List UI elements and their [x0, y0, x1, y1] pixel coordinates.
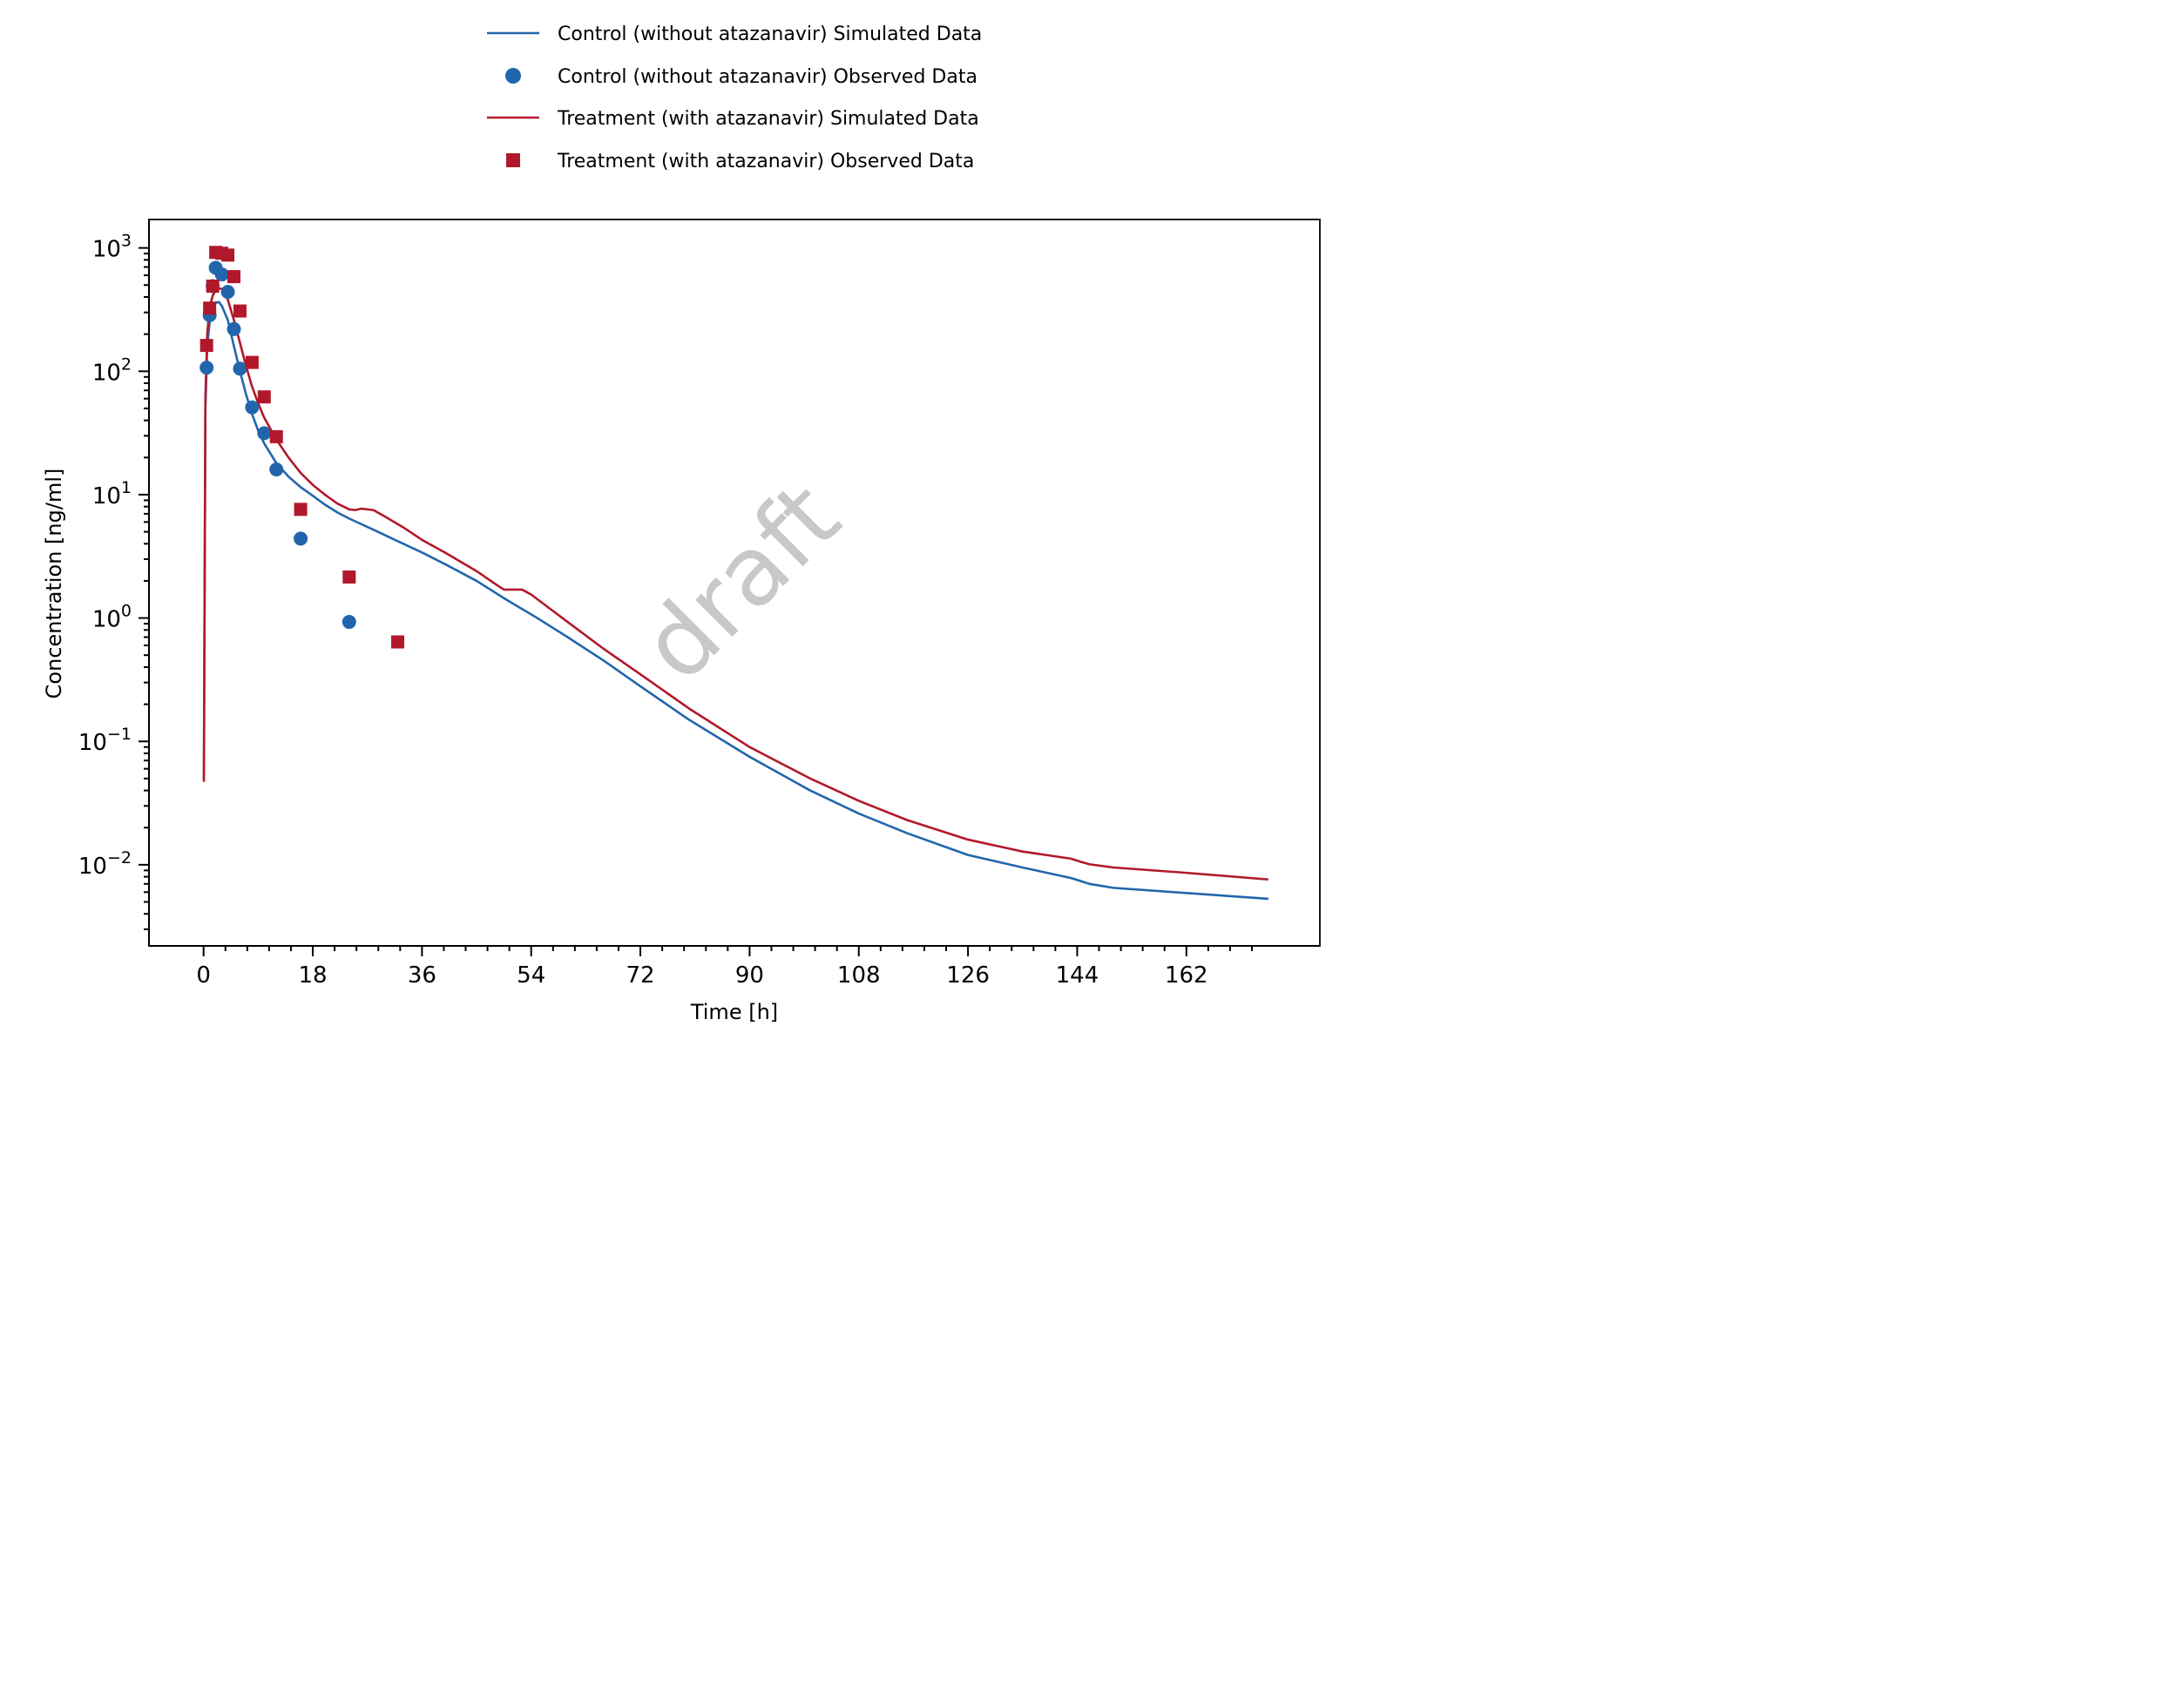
- y-tick-exponent: −2: [107, 848, 132, 868]
- y-tick-exponent: 0: [121, 602, 132, 621]
- data-point-circle: [200, 361, 214, 375]
- series-line-0: [202, 300, 1268, 901]
- series-line-2: [202, 287, 1268, 881]
- legend: Control (without atazanavir) Simulated D…: [487, 24, 982, 172]
- x-tick-label: 72: [626, 962, 655, 989]
- data-point-square: [200, 339, 213, 353]
- watermark-text: draft: [620, 462, 861, 702]
- y-axis-title: Concentration [ng/ml]: [42, 469, 66, 699]
- y-tick-label: 100: [92, 602, 132, 633]
- data-point-circle: [245, 400, 260, 415]
- y-tick-exponent: 2: [121, 354, 132, 374]
- y-tick-label: 101: [92, 478, 132, 510]
- pk-chart: Control (without atazanavir) Simulated D…: [42, 24, 1321, 1024]
- legend-circle-swatch: [505, 68, 521, 84]
- data-point-square: [269, 429, 283, 443]
- x-axis-title: Time [h]: [690, 1000, 778, 1024]
- legend-square-swatch: [506, 153, 520, 167]
- x-tick-label: 108: [837, 962, 881, 989]
- y-tick-label: 10−2: [78, 848, 132, 880]
- x-tick-label: 54: [517, 962, 545, 989]
- y-tick-exponent: −1: [107, 725, 132, 744]
- y-tick-label: 103: [92, 232, 132, 263]
- data-point-square: [233, 304, 247, 318]
- legend-label: Control (without atazanavir) Simulated D…: [558, 24, 982, 45]
- data-point-square: [245, 355, 259, 369]
- data-point-square: [206, 280, 220, 294]
- legend-label: Treatment (with atazanavir) Simulated Da…: [557, 108, 979, 130]
- data-point-circle: [342, 615, 356, 630]
- data-point-square: [294, 503, 308, 516]
- legend-label: Treatment (with atazanavir) Observed Dat…: [557, 151, 974, 172]
- data-point-square: [342, 570, 356, 584]
- y-tick-base: 10: [92, 237, 121, 263]
- series-layer: [200, 246, 1268, 901]
- y-tick-base: 10: [92, 607, 121, 633]
- x-tick-label: 144: [1056, 962, 1099, 989]
- data-point-square: [221, 248, 235, 262]
- data-point-square: [227, 270, 240, 284]
- y-tick-base: 10: [78, 854, 107, 880]
- legend-label: Control (without atazanavir) Observed Da…: [558, 66, 977, 88]
- data-point-circle: [257, 426, 272, 441]
- data-point-circle: [269, 462, 284, 477]
- data-point-circle: [227, 321, 241, 336]
- y-tick-base: 10: [92, 360, 121, 386]
- x-tick-label: 18: [298, 962, 327, 989]
- y-tick-label: 102: [92, 354, 132, 386]
- x-tick-label: 162: [1165, 962, 1208, 989]
- x-tick-label: 90: [735, 962, 764, 989]
- data-point-square: [203, 301, 217, 315]
- y-tick-exponent: 1: [121, 478, 132, 497]
- x-tick-label: 36: [408, 962, 436, 989]
- y-tick-exponent: 3: [121, 232, 132, 251]
- y-tick-base: 10: [78, 730, 107, 756]
- data-point-square: [391, 635, 405, 649]
- x-tick-label: 0: [196, 962, 211, 989]
- data-point-circle: [220, 285, 235, 300]
- y-tick-base: 10: [92, 483, 121, 510]
- x-tick-label: 126: [946, 962, 990, 989]
- data-point-circle: [233, 361, 247, 376]
- data-point-square: [257, 390, 271, 404]
- x-axis: 0 18 36 54 72 90 108 126 144 162: [149, 945, 1320, 989]
- y-tick-label: 10−1: [78, 725, 132, 756]
- data-point-circle: [214, 267, 229, 282]
- data-point-circle: [294, 531, 308, 546]
